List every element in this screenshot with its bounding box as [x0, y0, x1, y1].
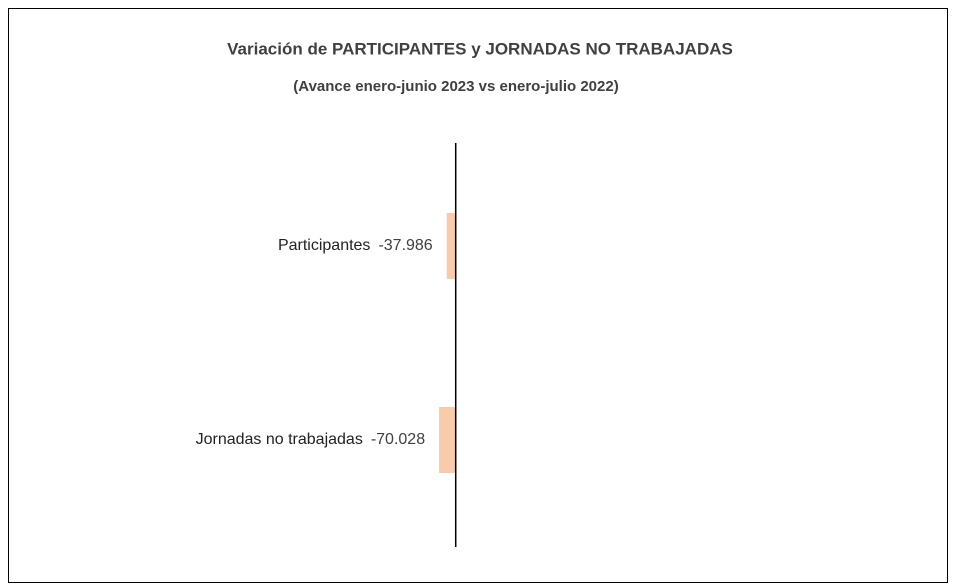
category-label: Participantes — [278, 237, 371, 254]
category-label: Jornadas no trabajadas — [196, 431, 363, 448]
chart-subtitle: (Avance enero-junio 2023 vs enero-julio … — [293, 78, 618, 95]
value-label: -37.986 — [378, 237, 432, 254]
chart-frame — [8, 8, 948, 583]
chart-title: Variación de PARTICIPANTES y JORNADAS NO… — [227, 39, 733, 58]
bar — [439, 407, 456, 473]
value-label: -70.028 — [371, 431, 425, 448]
bar — [446, 213, 456, 279]
